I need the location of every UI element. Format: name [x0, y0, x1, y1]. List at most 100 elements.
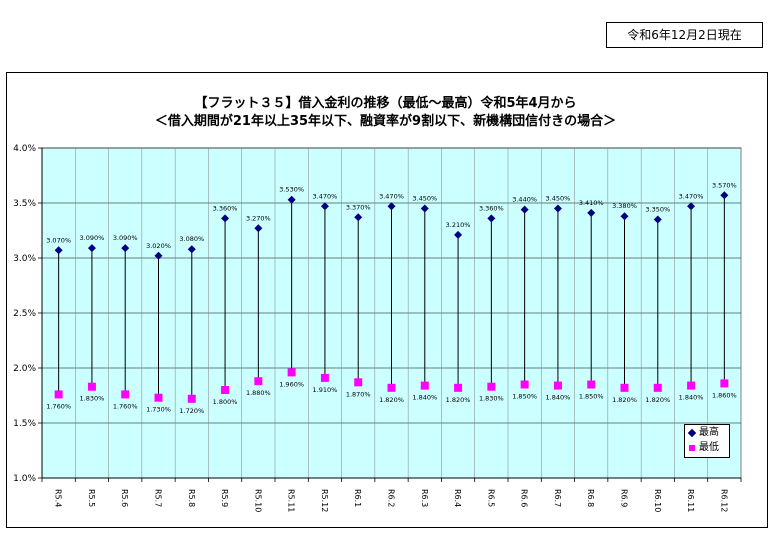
- high-value-label: 3.440%: [512, 196, 537, 204]
- y-tick-label: 3.5%: [13, 199, 36, 209]
- low-value-label: 1.840%: [679, 394, 704, 402]
- x-tick-label: R6.2: [387, 489, 396, 507]
- high-value-label: 3.470%: [313, 192, 338, 200]
- high-value-label: 3.450%: [546, 195, 571, 203]
- low-point: [320, 373, 329, 382]
- square-marker-icon: [689, 444, 695, 451]
- y-tick-label: 2.0%: [13, 364, 36, 374]
- x-tick-label: R5.11: [287, 489, 296, 512]
- low-value-label: 1.820%: [379, 396, 404, 404]
- low-value-label: 1.720%: [179, 407, 204, 415]
- high-value-label: 3.360%: [479, 204, 504, 212]
- low-point: [254, 377, 263, 386]
- x-tick-label: R6.11: [686, 489, 695, 512]
- low-point: [287, 368, 296, 377]
- high-value-label: 3.080%: [179, 235, 204, 243]
- low-point: [121, 390, 130, 399]
- low-point: [587, 380, 596, 389]
- y-tick-label: 4.0%: [13, 144, 36, 154]
- x-tick-label: R5.7: [154, 489, 163, 507]
- high-value-label: 3.570%: [712, 181, 737, 189]
- y-tick-label: 1.0%: [13, 474, 36, 484]
- high-point: [287, 195, 296, 204]
- low-point: [221, 386, 230, 394]
- x-tick-label: R6.8: [586, 489, 595, 507]
- x-tick-label: R6.4: [453, 489, 462, 507]
- high-point: [254, 224, 263, 233]
- low-point: [187, 394, 196, 403]
- y-tick-label: 3.0%: [13, 254, 36, 264]
- x-tick-label: R6.1: [353, 489, 362, 507]
- high-point: [454, 230, 463, 239]
- high-point: [653, 215, 662, 224]
- low-value-label: 1.800%: [213, 398, 238, 406]
- low-point: [720, 379, 729, 388]
- x-tick-label: R6.6: [520, 489, 529, 507]
- legend-item-high: 最高: [685, 425, 729, 440]
- low-value-label: 1.830%: [479, 395, 504, 403]
- high-point: [420, 204, 429, 213]
- x-tick-label: R5.8: [187, 489, 196, 507]
- high-value-label: 3.380%: [612, 202, 637, 210]
- high-point: [121, 244, 130, 253]
- high-value-label: 3.350%: [645, 206, 670, 214]
- high-point: [187, 245, 196, 254]
- high-point: [553, 204, 562, 213]
- legend: 最高 最低: [684, 424, 730, 458]
- x-tick-label: R5.5: [87, 489, 96, 507]
- legend-item-low: 最低: [685, 440, 729, 455]
- chart-frame: [6, 72, 768, 528]
- low-point: [420, 381, 429, 390]
- low-point: [553, 381, 562, 390]
- high-value-label: 3.450%: [412, 195, 437, 203]
- high-point: [387, 202, 396, 211]
- low-value-label: 1.820%: [446, 396, 471, 404]
- high-value-label: 3.370%: [346, 203, 371, 211]
- high-point: [154, 251, 163, 260]
- high-value-label: 3.470%: [679, 192, 704, 200]
- low-value-label: 1.840%: [412, 394, 437, 402]
- high-value-label: 3.020%: [146, 242, 171, 250]
- low-point: [620, 383, 629, 392]
- high-value-label: 3.070%: [46, 236, 71, 244]
- low-point: [54, 390, 63, 399]
- low-value-label: 1.910%: [313, 386, 338, 394]
- y-tick-label: 1.5%: [13, 419, 36, 429]
- x-tick-label: R5.6: [120, 489, 129, 507]
- date-label: 令和6年12月2日現在: [606, 22, 763, 48]
- x-tick-label: R6.7: [553, 489, 562, 507]
- high-value-label: 3.410%: [579, 199, 604, 207]
- legend-label-low: 最低: [699, 442, 719, 453]
- x-tick-label: R6.12: [719, 489, 728, 512]
- high-point: [320, 202, 329, 211]
- high-value-label: 3.360%: [213, 204, 238, 212]
- high-value-label: 3.090%: [113, 234, 138, 242]
- low-value-label: 1.830%: [80, 395, 105, 403]
- low-point: [520, 380, 529, 389]
- low-value-label: 1.820%: [645, 396, 670, 404]
- chart-subtitle: ＜借入期間が21年以上35年以下、融資率が9割以下、新機構団信付きの場合＞: [154, 114, 617, 129]
- low-point: [687, 381, 696, 390]
- x-tick-label: R6.5: [486, 489, 495, 507]
- x-tick-label: R5.9: [220, 489, 229, 507]
- high-point: [487, 214, 496, 223]
- high-value-label: 3.530%: [279, 186, 304, 194]
- high-value-label: 3.270%: [246, 214, 271, 222]
- diamond-marker-icon: [687, 428, 697, 437]
- low-point: [87, 382, 96, 391]
- high-value-label: 3.470%: [379, 192, 404, 200]
- low-point: [154, 393, 163, 402]
- low-value-label: 1.850%: [579, 393, 604, 401]
- low-value-label: 1.850%: [512, 393, 537, 401]
- x-tick-label: R5.12: [320, 489, 329, 512]
- low-point: [387, 383, 396, 392]
- chart-title: 【フラット３５】借入金利の推移（最低～最高）令和5年4月から: [194, 96, 577, 111]
- low-point: [454, 383, 463, 392]
- high-point: [221, 214, 230, 223]
- low-value-label: 1.760%: [46, 402, 71, 410]
- high-point: [520, 205, 529, 214]
- y-tick-label: 2.5%: [13, 309, 36, 319]
- low-value-label: 1.760%: [113, 402, 138, 410]
- low-value-label: 1.860%: [712, 391, 737, 399]
- x-tick-label: R6.3: [420, 489, 429, 507]
